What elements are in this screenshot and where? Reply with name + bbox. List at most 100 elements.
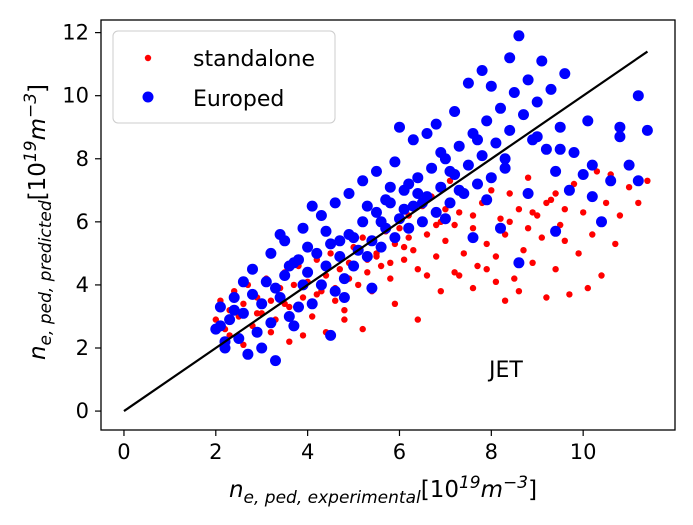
- legend-box: [112, 30, 336, 124]
- point-standalone: [515, 206, 523, 213]
- point-standalone: [506, 218, 513, 225]
- x-tick-label: 0: [117, 440, 130, 464]
- point-europed: [439, 213, 451, 225]
- point-europed: [476, 65, 488, 76]
- point-europed: [371, 206, 382, 218]
- point-europed: [265, 247, 277, 259]
- point-europed: [375, 241, 387, 253]
- point-standalone: [442, 237, 449, 244]
- legend-marker-europed: [142, 91, 154, 103]
- y-tick-label: 8: [76, 147, 89, 171]
- point-europed: [568, 147, 580, 158]
- point-europed: [605, 175, 617, 187]
- point-standalone: [414, 316, 421, 323]
- point-europed: [315, 210, 327, 221]
- point-europed: [485, 80, 497, 92]
- point-europed: [481, 115, 493, 127]
- point-europed: [274, 229, 286, 240]
- point-europed: [545, 83, 557, 95]
- point-standalone: [423, 231, 431, 238]
- point-standalone: [410, 247, 417, 254]
- x-tick-label: 2: [209, 440, 222, 464]
- point-europed: [623, 159, 635, 171]
- point-standalone: [602, 199, 610, 207]
- point-standalone: [580, 209, 587, 216]
- point-europed: [389, 232, 401, 244]
- point-europed: [522, 188, 534, 199]
- point-europed: [242, 348, 254, 360]
- point-europed: [338, 292, 350, 303]
- point-standalone: [543, 294, 550, 301]
- point-standalone: [299, 332, 307, 339]
- point-europed: [403, 222, 415, 234]
- point-europed: [325, 329, 337, 341]
- point-standalone: [267, 329, 275, 336]
- point-standalone: [400, 243, 408, 251]
- point-standalone: [635, 199, 642, 207]
- point-europed: [251, 326, 263, 338]
- point-standalone: [616, 212, 624, 219]
- point-standalone: [589, 231, 596, 238]
- annotation-label: JET: [487, 358, 523, 383]
- point-standalone: [625, 184, 633, 191]
- point-europed: [228, 304, 240, 316]
- point-europed: [563, 184, 575, 196]
- point-standalone: [442, 206, 449, 213]
- legend: standalone Europed: [112, 30, 336, 124]
- legend-label-europed: Europed: [193, 87, 284, 112]
- point-europed: [334, 251, 346, 262]
- point-europed: [256, 298, 268, 310]
- point-europed: [444, 197, 456, 209]
- point-europed: [260, 276, 272, 288]
- point-europed: [513, 257, 525, 269]
- point-europed: [472, 178, 483, 190]
- point-europed: [270, 355, 281, 367]
- point-standalone: [515, 288, 523, 295]
- point-standalone: [364, 269, 371, 276]
- point-standalone: [483, 266, 490, 273]
- point-europed: [499, 162, 511, 174]
- point-europed: [412, 188, 424, 199]
- point-standalone: [598, 272, 605, 279]
- point-europed: [329, 285, 341, 297]
- point-europed: [247, 288, 258, 300]
- point-standalone: [469, 284, 477, 292]
- point-europed: [371, 165, 382, 177]
- point-europed: [462, 159, 474, 171]
- point-europed: [329, 197, 341, 209]
- point-standalone: [446, 177, 454, 184]
- point-standalone: [332, 297, 339, 304]
- point-standalone: [341, 316, 348, 323]
- point-standalone: [520, 247, 527, 254]
- x-tick-label: 4: [301, 440, 314, 464]
- point-europed: [531, 131, 543, 143]
- point-europed: [283, 311, 295, 322]
- point-europed: [435, 181, 447, 193]
- point-europed: [315, 279, 327, 291]
- point-europed: [214, 301, 226, 313]
- point-europed: [462, 77, 474, 89]
- point-standalone: [387, 275, 394, 282]
- point-europed: [435, 147, 447, 158]
- point-standalone: [612, 240, 619, 248]
- point-europed: [293, 254, 304, 266]
- point-europed: [582, 115, 594, 127]
- point-europed: [380, 194, 392, 206]
- point-europed: [311, 247, 323, 259]
- point-europed: [412, 172, 424, 184]
- point-europed: [338, 273, 350, 285]
- point-standalone: [313, 291, 320, 298]
- point-europed: [559, 68, 571, 80]
- point-europed: [522, 74, 534, 86]
- point-europed: [430, 206, 442, 218]
- point-europed: [485, 172, 497, 184]
- point-standalone: [534, 212, 541, 219]
- y-tick-label: 12: [62, 21, 89, 45]
- point-standalone: [423, 272, 431, 279]
- points-layer: [210, 30, 653, 367]
- point-europed: [306, 298, 318, 310]
- point-standalone: [552, 266, 559, 273]
- point-standalone: [547, 196, 555, 203]
- point-standalone: [566, 291, 573, 298]
- point-standalone: [391, 300, 399, 307]
